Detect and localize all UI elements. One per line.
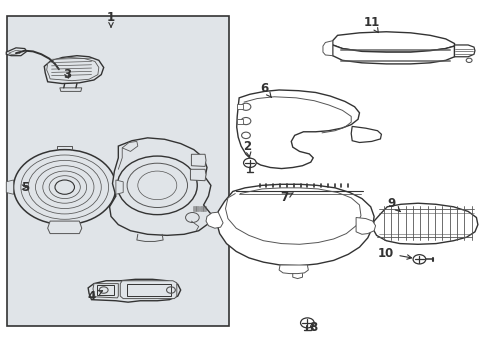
Polygon shape [455, 45, 475, 57]
Polygon shape [237, 90, 360, 168]
Polygon shape [193, 206, 196, 211]
Text: 11: 11 [364, 16, 380, 33]
Polygon shape [192, 154, 206, 166]
Polygon shape [206, 212, 223, 228]
Polygon shape [60, 88, 82, 91]
Polygon shape [323, 41, 333, 56]
Text: 9: 9 [387, 197, 400, 212]
Polygon shape [127, 284, 171, 296]
Polygon shape [356, 217, 375, 234]
Polygon shape [6, 48, 27, 56]
Text: 4: 4 [87, 289, 102, 303]
Polygon shape [351, 126, 381, 143]
Polygon shape [120, 281, 177, 298]
Polygon shape [200, 206, 202, 211]
Circle shape [300, 318, 314, 328]
Bar [7, 16, 229, 327]
Text: 3: 3 [63, 68, 71, 81]
Text: 8: 8 [309, 321, 318, 334]
Polygon shape [6, 180, 14, 194]
Polygon shape [122, 141, 138, 152]
Polygon shape [88, 279, 181, 302]
Polygon shape [196, 206, 199, 211]
Polygon shape [44, 56, 104, 84]
Polygon shape [203, 206, 206, 211]
Polygon shape [93, 284, 118, 298]
Polygon shape [191, 169, 206, 181]
Text: 7: 7 [280, 192, 294, 204]
Polygon shape [116, 180, 123, 194]
Text: 6: 6 [260, 82, 271, 98]
Polygon shape [373, 203, 478, 244]
Text: 1: 1 [107, 11, 115, 27]
Circle shape [55, 180, 74, 194]
Polygon shape [9, 50, 21, 55]
Polygon shape [333, 45, 455, 64]
Circle shape [413, 255, 426, 264]
Polygon shape [48, 221, 82, 234]
Polygon shape [217, 184, 374, 266]
Polygon shape [98, 285, 115, 295]
Polygon shape [237, 104, 243, 109]
Text: 5: 5 [21, 181, 29, 194]
Text: 10: 10 [378, 247, 412, 260]
Text: 2: 2 [244, 140, 251, 157]
Polygon shape [47, 58, 99, 81]
Circle shape [14, 150, 116, 225]
Polygon shape [237, 119, 243, 123]
Polygon shape [110, 138, 211, 235]
Circle shape [244, 158, 256, 167]
Circle shape [117, 156, 197, 215]
Polygon shape [333, 32, 455, 52]
Polygon shape [279, 265, 308, 274]
